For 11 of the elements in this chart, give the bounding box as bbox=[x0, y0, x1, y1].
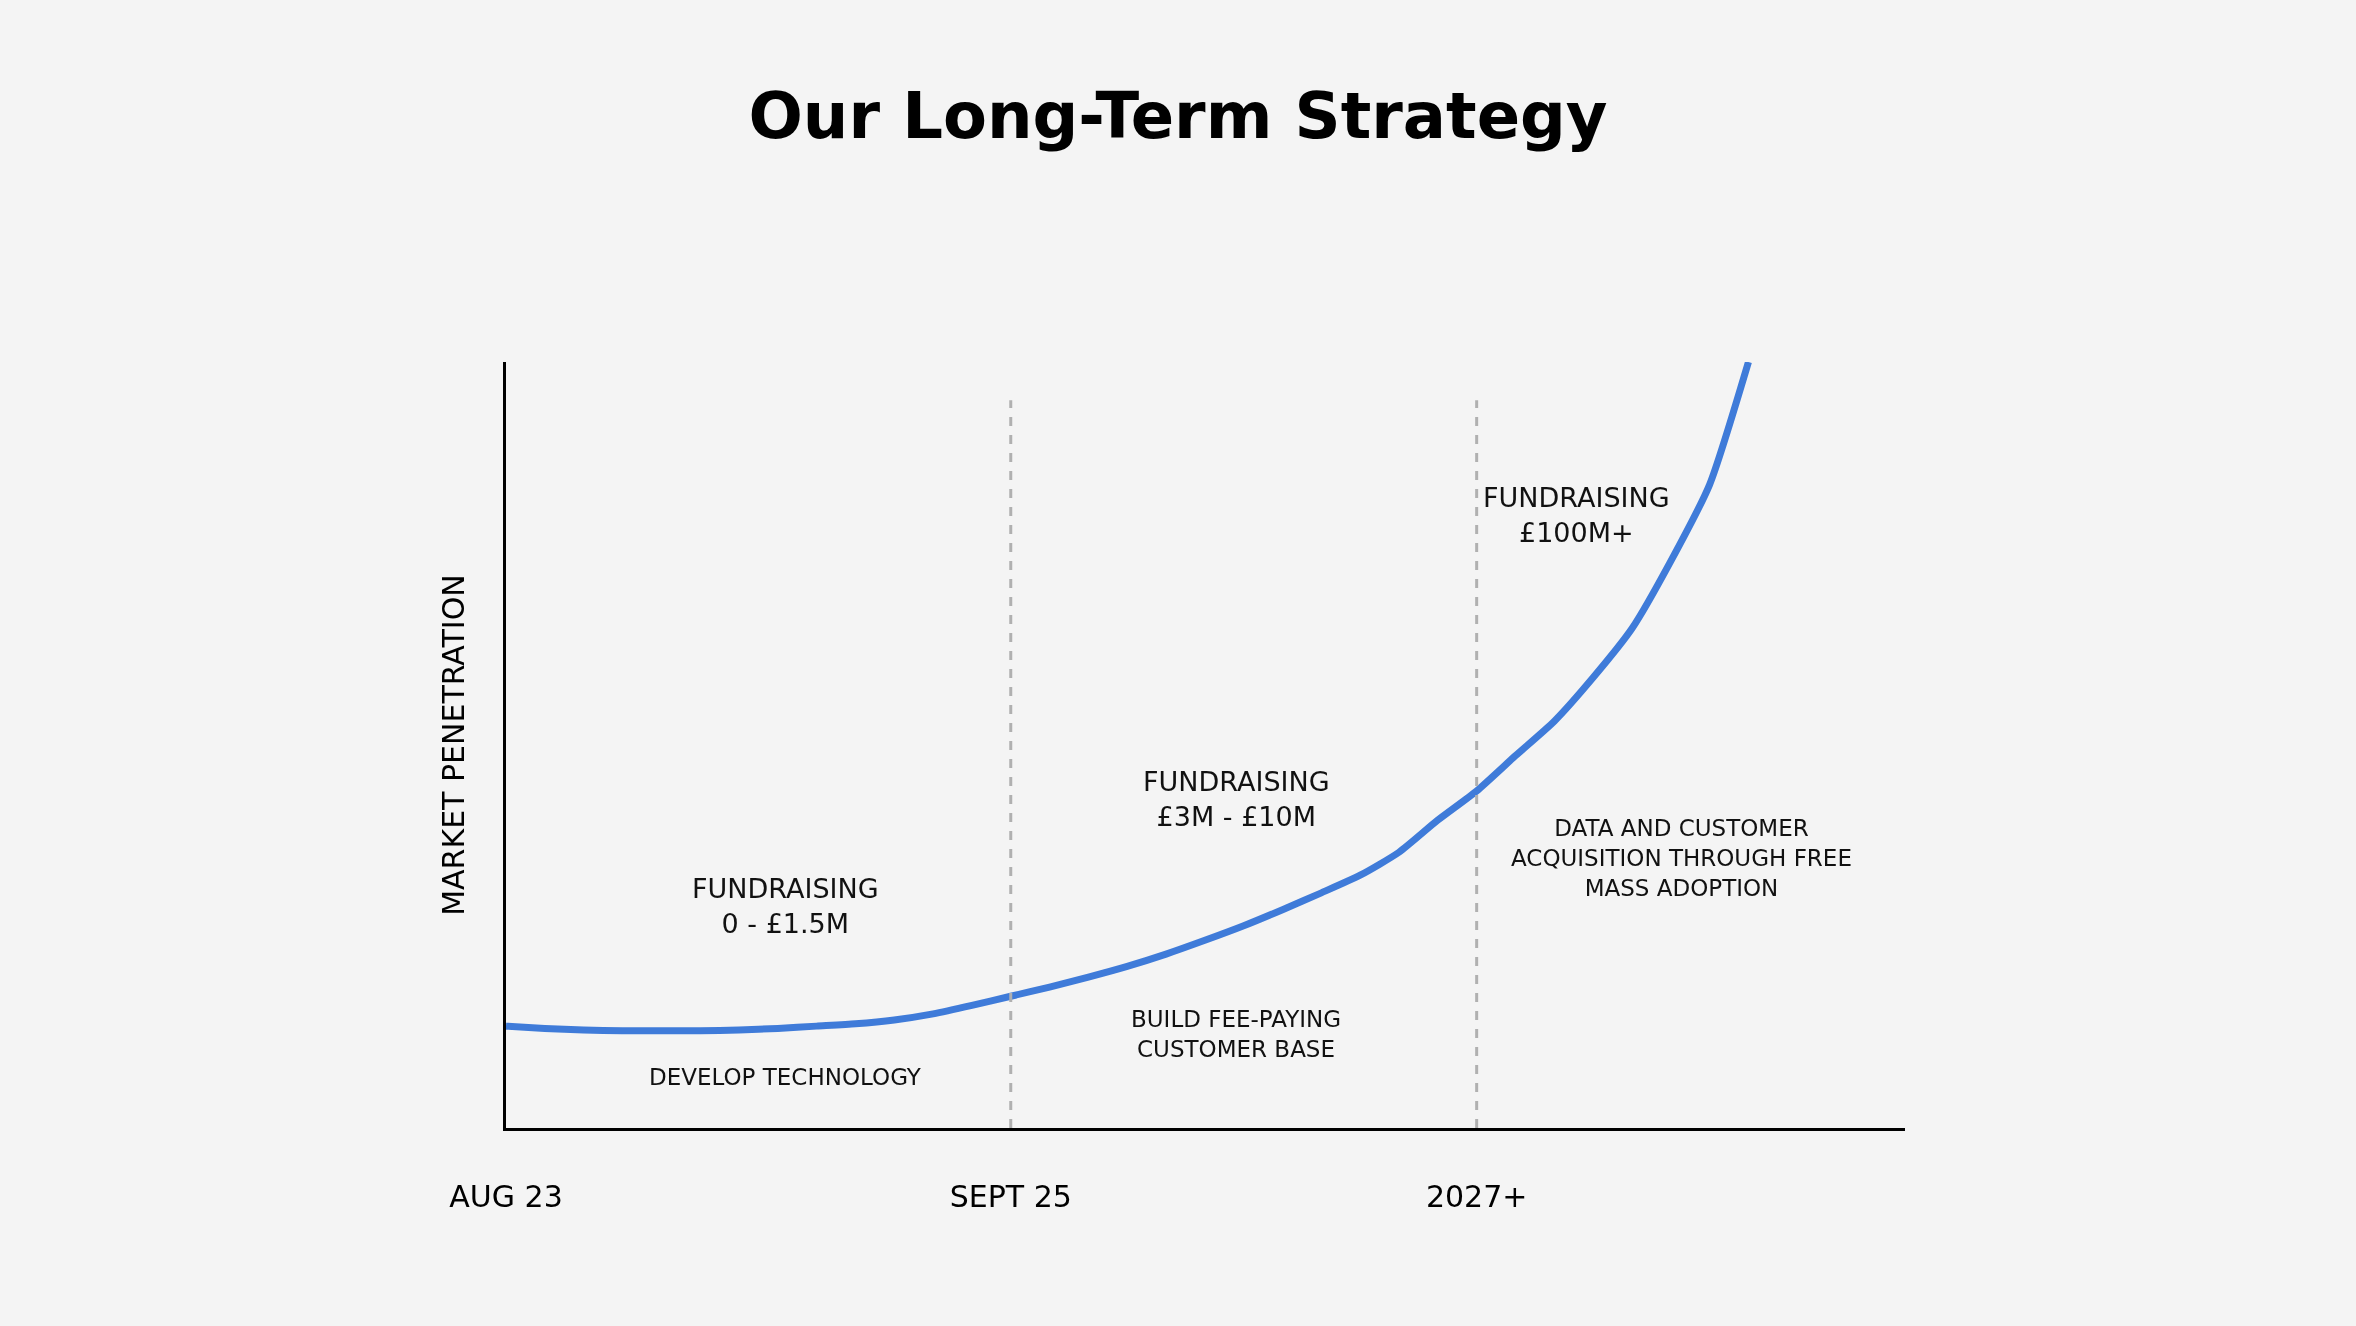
annotation: FUNDRAISING £100M+ bbox=[1483, 482, 1670, 549]
x-tick-label: SEPT 25 bbox=[949, 1179, 1072, 1214]
y-axis-title: MARKET PENETRATION bbox=[436, 574, 471, 916]
annotation: FUNDRAISING £3M - £10M bbox=[1143, 766, 1330, 833]
chart-title: Our Long-Term Strategy bbox=[748, 78, 1608, 153]
x-tick-label: 2027+ bbox=[1425, 1179, 1528, 1214]
x-tick-label: AUG 23 bbox=[449, 1179, 563, 1214]
annotation: FUNDRAISING 0 - £1.5M bbox=[692, 873, 879, 940]
annotation: DATA AND CUSTOMER ACQUISITION THROUGH FREE MASS ADOPTION bbox=[1511, 815, 1852, 901]
annotation: DEVELOP TECHNOLOGY bbox=[649, 1064, 922, 1090]
annotation: BUILD FEE-PAYING CUSTOMER BASE bbox=[1131, 1006, 1342, 1062]
